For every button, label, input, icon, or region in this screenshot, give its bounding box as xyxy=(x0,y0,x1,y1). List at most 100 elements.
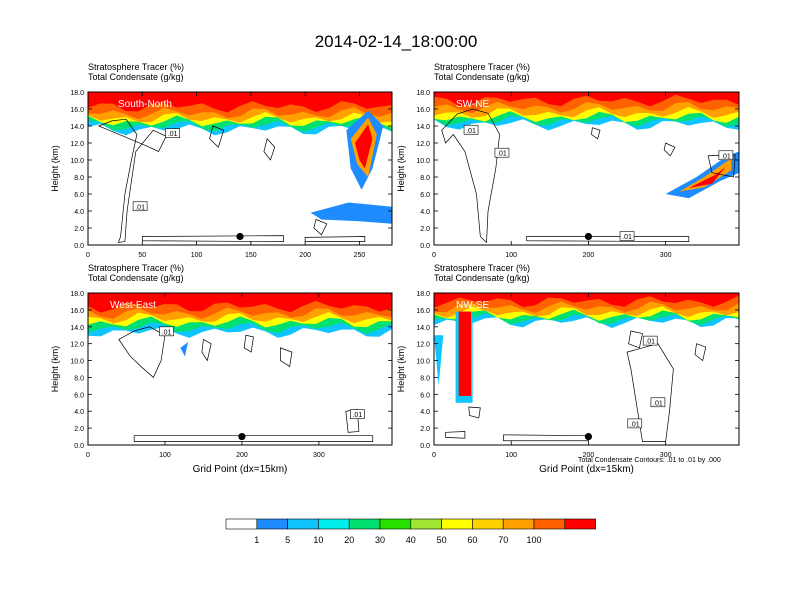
y-tick-label: 14.0 xyxy=(416,124,430,131)
panel-nw-se: Stratosphere Tracer (%) Total Condensate … xyxy=(396,263,740,475)
colorbar-swatch xyxy=(287,518,319,530)
colorbar-label: 30 xyxy=(375,535,385,545)
condensate-contour xyxy=(694,343,707,362)
plot-frame xyxy=(433,292,740,446)
y-axis-label: Height (km) xyxy=(396,145,406,192)
x-tick-label: 300 xyxy=(660,252,672,259)
condensate-contour xyxy=(243,334,254,353)
colorbar-swatch xyxy=(564,518,596,530)
colorbar-label: 10 xyxy=(313,535,323,545)
contour-label: .01 xyxy=(653,400,663,407)
x-tick-label: 100 xyxy=(505,252,517,259)
y-tick-label: 12.0 xyxy=(70,141,84,148)
x-tick-label: 150 xyxy=(245,252,257,259)
colorbar-swatch xyxy=(472,518,504,530)
condensate-contour xyxy=(591,127,601,140)
condensate-contour xyxy=(526,236,690,242)
y-tick-label: 10.0 xyxy=(416,158,430,165)
contour-label: .01 xyxy=(168,131,178,138)
y-axis-label: Height (km) xyxy=(50,145,60,192)
x-tick-label: 300 xyxy=(660,452,672,459)
condensate-contour xyxy=(201,338,212,362)
colorbar-label: 5 xyxy=(285,535,290,545)
y-tick-label: 14.0 xyxy=(70,325,84,332)
tracer-blob-blue xyxy=(180,341,189,357)
y-tick-label: 4.0 xyxy=(420,409,430,416)
y-tick-label: 0.0 xyxy=(74,443,84,450)
condensate-contour xyxy=(280,347,293,368)
y-tick-label: 2.0 xyxy=(74,426,84,433)
condensate-contour xyxy=(133,435,374,442)
panel-label: SW-NE xyxy=(456,99,489,110)
y-tick-label: 18.0 xyxy=(70,291,84,298)
colorbar-swatch xyxy=(225,518,258,530)
x-tick-label: 0 xyxy=(86,252,90,259)
tracer-tongue-red xyxy=(688,166,726,189)
figure-title: 2014-02-14_18:00:00 xyxy=(314,32,478,51)
contour-label-box xyxy=(159,326,174,337)
y-tick-label: 2.0 xyxy=(420,426,430,433)
x-tick-label: 100 xyxy=(159,452,171,459)
colorbar-swatch xyxy=(502,518,535,530)
colorbar-swatch xyxy=(441,518,473,530)
tracer-band xyxy=(434,293,739,308)
x-tick-label: 0 xyxy=(86,452,90,459)
condensate-contour xyxy=(503,434,589,442)
tracer-band xyxy=(434,92,739,107)
colorbar: 1 5 10 20 30 40 50 60 70 100 xyxy=(225,518,596,545)
x-axis-label: Grid Point (dx=15km) xyxy=(193,464,288,475)
y-tick-label: 10.0 xyxy=(70,158,84,165)
location-marker xyxy=(236,232,244,241)
condensate-contour xyxy=(263,138,276,161)
y-tick-label: 16.0 xyxy=(416,308,430,315)
colorbar-swatch xyxy=(256,518,288,530)
x-tick-label: 0 xyxy=(432,252,436,259)
panel-label: NW-SE xyxy=(456,300,489,311)
contour-label-box xyxy=(718,150,734,161)
y-tick-label: 16.0 xyxy=(416,107,430,114)
contour-label: .01 xyxy=(135,204,145,211)
y-tick-label: 0.0 xyxy=(420,443,430,450)
x-tick-label: 200 xyxy=(299,252,311,259)
tracer-band xyxy=(88,293,392,313)
colorbar-swatch xyxy=(410,518,442,530)
y-tick-label: 10.0 xyxy=(70,359,84,366)
panel-title: Stratosphere Tracer (%) xyxy=(88,62,184,72)
y-tick-label: 16.0 xyxy=(70,107,84,114)
panel-label: South-North xyxy=(118,99,172,110)
colorbar-label: 50 xyxy=(437,535,447,545)
tracer-plume-red xyxy=(355,124,373,169)
condensate-contour xyxy=(97,118,167,243)
y-tick-label: 16.0 xyxy=(70,308,84,315)
y-tick-label: 2.0 xyxy=(74,226,84,233)
contour-label: .01 xyxy=(162,329,172,336)
panel-subtitle: Total Condensate (g/kg) xyxy=(88,72,184,82)
y-tick-label: 4.0 xyxy=(74,409,84,416)
contour-label: .01 xyxy=(645,339,655,346)
colorbar-label: 1 xyxy=(254,535,259,545)
condensate-contour xyxy=(468,406,481,419)
footnote: Total Condensate Contours: .01 to .01 by… xyxy=(578,457,721,464)
contour-label: .01 xyxy=(630,421,640,428)
y-axis-label: Height (km) xyxy=(396,346,406,393)
x-tick-label: 100 xyxy=(505,452,517,459)
y-tick-label: 12.0 xyxy=(416,342,430,349)
panel-title: Stratosphere Tracer (%) xyxy=(434,263,530,273)
colorbar-label: 70 xyxy=(498,535,508,545)
y-tick-label: 8.0 xyxy=(420,375,430,382)
condensate-contour xyxy=(209,125,225,148)
tracer-band xyxy=(88,92,392,113)
contour-label-box xyxy=(650,397,666,408)
condensate-contour xyxy=(663,142,676,157)
y-tick-label: 8.0 xyxy=(74,175,84,182)
location-marker xyxy=(238,432,246,441)
y-tick-label: 6.0 xyxy=(420,192,430,199)
y-tick-label: 6.0 xyxy=(74,392,84,399)
contour-label-box xyxy=(642,335,658,346)
contour-label-box xyxy=(494,147,510,158)
tracer-tongue-blue xyxy=(665,151,739,199)
x-tick-label: 200 xyxy=(583,452,595,459)
y-axis-label: Height (km) xyxy=(50,346,60,393)
contour-label-box xyxy=(165,128,180,138)
panel-title: Stratosphere Tracer (%) xyxy=(434,62,530,72)
